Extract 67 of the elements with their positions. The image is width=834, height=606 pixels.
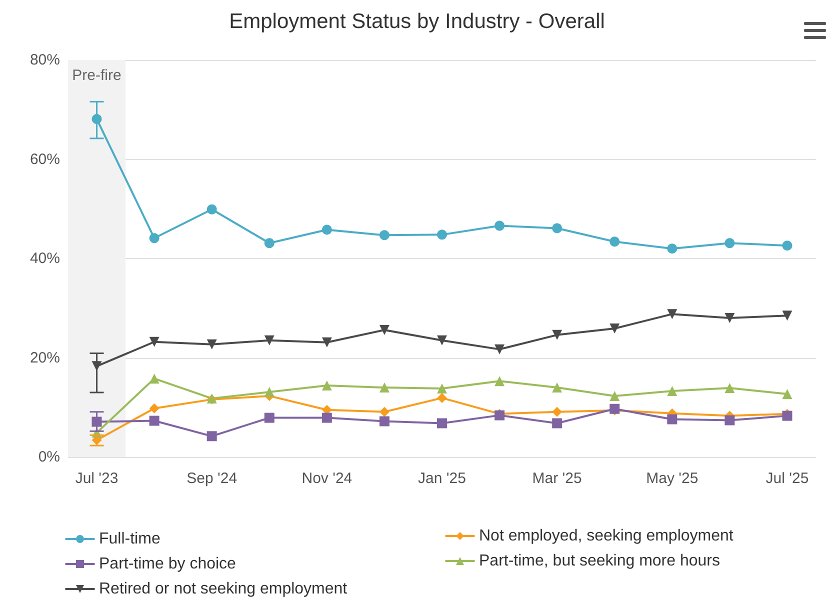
- point: [552, 418, 562, 428]
- legend-label: Part-time by choice: [99, 556, 236, 572]
- point: [437, 230, 447, 240]
- point: [782, 310, 792, 321]
- point: [379, 230, 390, 240]
- point: [149, 403, 160, 414]
- point: [149, 336, 160, 347]
- point: [494, 220, 505, 231]
- chart-title: Employment Status by Industry - Overall: [229, 10, 605, 33]
- point: [552, 330, 562, 340]
- point: [379, 382, 390, 393]
- point: [724, 383, 735, 394]
- point: [552, 382, 562, 393]
- point: [264, 412, 274, 423]
- y-tick-label: 80%: [30, 52, 60, 68]
- point: [149, 233, 160, 244]
- point: [322, 412, 332, 423]
- point: [494, 376, 505, 386]
- x-tick-label: Jul '25: [766, 470, 809, 487]
- legend-label: Full-time: [99, 530, 160, 548]
- point: [379, 324, 390, 335]
- point: [206, 431, 217, 442]
- band-label: Pre-fire: [72, 67, 122, 84]
- point: [264, 238, 274, 248]
- x-tick-label: Jul '23: [75, 470, 118, 487]
- point: [552, 223, 562, 234]
- legend-label: Not employed, seeking employment: [479, 528, 734, 544]
- point: [552, 406, 562, 417]
- point: [437, 335, 447, 346]
- point: [437, 392, 447, 403]
- point: [610, 390, 620, 401]
- x-tick-label: Mar '25: [532, 470, 582, 487]
- y-tick-label: 60%: [30, 150, 60, 168]
- legend-label: Retired or not seeking employment: [99, 580, 348, 598]
- point: [149, 374, 160, 384]
- x-tick-label: Jan '25: [418, 470, 466, 487]
- point: [494, 344, 505, 354]
- legend-label: Part-time, but seeking more hours: [479, 552, 720, 570]
- point: [322, 224, 332, 235]
- point: [379, 406, 390, 417]
- point: [667, 386, 678, 396]
- point: [206, 204, 217, 214]
- y-tick-label: 40%: [30, 250, 60, 267]
- point: [782, 240, 792, 251]
- point: [437, 384, 447, 394]
- point: [322, 380, 332, 391]
- point: [667, 309, 678, 320]
- point: [610, 323, 620, 334]
- point: [264, 335, 274, 346]
- point: [610, 236, 620, 247]
- x-tick-label: May '25: [646, 470, 698, 487]
- point: [379, 416, 390, 426]
- point: [724, 415, 735, 426]
- point: [724, 313, 735, 324]
- point: [149, 416, 160, 426]
- y-tick-label: 20%: [30, 349, 60, 366]
- point: [264, 386, 274, 397]
- x-tick-label: Nov '24: [302, 470, 352, 487]
- point: [437, 418, 447, 428]
- point: [322, 337, 332, 348]
- point: [667, 414, 678, 424]
- y-tick-label: 0%: [38, 448, 60, 466]
- point: [782, 388, 792, 399]
- x-tick-label: Sep '24: [186, 470, 238, 487]
- point: [724, 238, 735, 248]
- point: [667, 244, 678, 254]
- point: [206, 339, 217, 350]
